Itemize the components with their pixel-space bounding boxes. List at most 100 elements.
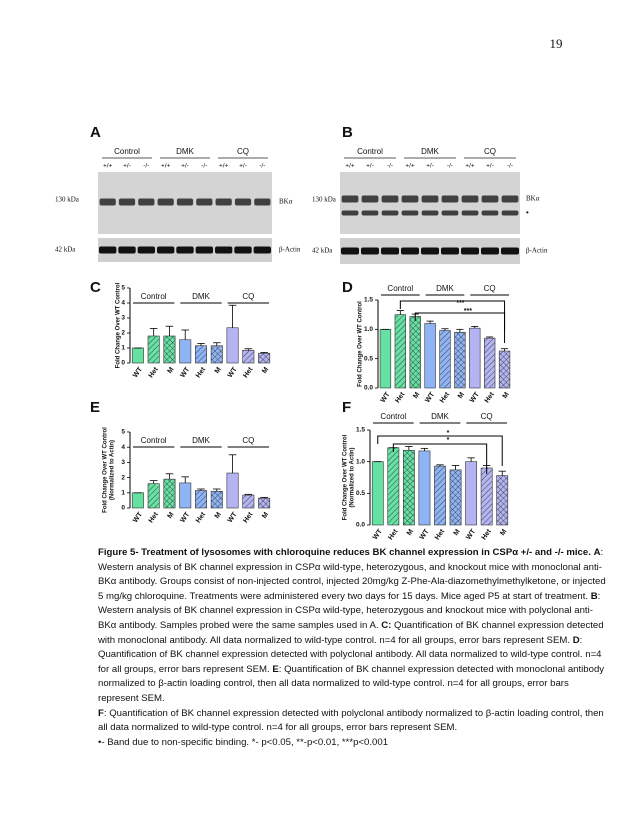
y-tick-label: 0.5 bbox=[364, 355, 373, 362]
band-label: β-Actin bbox=[279, 246, 301, 254]
y-tick-label: 0.5 bbox=[356, 490, 365, 497]
x-tick-label: Het bbox=[242, 366, 255, 380]
bar bbox=[465, 461, 478, 526]
y-tick-label: 1 bbox=[121, 345, 125, 352]
caption-text: : Western analysis of BK channel express… bbox=[98, 590, 601, 631]
lane-label: +/+ bbox=[465, 163, 475, 170]
band bbox=[501, 195, 519, 203]
group-label: CQ bbox=[481, 412, 493, 421]
bar-pattern bbox=[211, 345, 223, 363]
x-tick-label: WT bbox=[132, 366, 144, 380]
lane-label: +/+ bbox=[103, 163, 113, 170]
group-label: Control bbox=[387, 284, 413, 293]
bar bbox=[226, 472, 239, 509]
y-axis-label: Fold Change Over WT Control bbox=[116, 282, 122, 368]
x-tick-label: WT bbox=[179, 511, 191, 525]
bar-pattern bbox=[409, 316, 421, 388]
caption-text: •- Band due to non-specific binding. *- … bbox=[98, 736, 389, 748]
band-label: BKα bbox=[526, 195, 540, 203]
caption-text: : Quantification of BK channel expressio… bbox=[98, 634, 602, 675]
band bbox=[461, 195, 479, 203]
band bbox=[381, 210, 399, 216]
x-tick-label: Het bbox=[387, 528, 400, 540]
x-tick-label: M bbox=[261, 511, 270, 520]
band bbox=[234, 246, 252, 254]
x-tick-label: M bbox=[499, 528, 508, 537]
y-tick-label: 0.0 bbox=[364, 385, 373, 392]
caption-paragraph: •- Band due to non-specific binding. *- … bbox=[98, 736, 610, 751]
bar-pattern bbox=[499, 351, 510, 388]
x-tick-label: M bbox=[412, 391, 421, 400]
band bbox=[501, 210, 519, 216]
band bbox=[118, 198, 136, 206]
band bbox=[361, 195, 379, 203]
panel-label: B bbox=[342, 124, 353, 141]
bar-pattern bbox=[147, 336, 160, 363]
x-tick-label: Het bbox=[434, 528, 447, 540]
caption-text: D bbox=[572, 634, 580, 646]
y-tick-label: 4 bbox=[121, 444, 125, 451]
lane-label: +/- bbox=[486, 163, 494, 170]
band bbox=[156, 246, 175, 254]
x-tick-label: Het bbox=[439, 391, 452, 405]
panel-label: E bbox=[90, 399, 100, 416]
x-tick-label: WT bbox=[132, 511, 144, 525]
x-tick-label: WT bbox=[227, 511, 239, 525]
band bbox=[441, 195, 459, 203]
bar-pattern bbox=[496, 475, 508, 525]
group-label: Control bbox=[380, 412, 406, 421]
y-tick-label: 2 bbox=[121, 474, 125, 481]
y-tick-label: 3 bbox=[121, 315, 125, 322]
band bbox=[341, 210, 359, 216]
band bbox=[234, 198, 252, 206]
caption-text: : Western analysis of BK channel express… bbox=[98, 547, 606, 602]
bar bbox=[179, 482, 192, 509]
group-label: CQ bbox=[242, 436, 254, 445]
panel-label: A bbox=[90, 124, 101, 141]
bar bbox=[131, 492, 144, 509]
x-tick-label: Het bbox=[394, 391, 407, 405]
band bbox=[195, 246, 214, 254]
bar-pattern bbox=[394, 314, 406, 388]
bar-pattern bbox=[454, 332, 466, 388]
bar bbox=[418, 450, 431, 526]
significance-bracket bbox=[377, 435, 503, 466]
lane-label: +/- bbox=[239, 163, 247, 170]
lane-label: +/- bbox=[426, 163, 434, 170]
band bbox=[98, 246, 117, 254]
band bbox=[421, 247, 439, 255]
y-tick-label: 0.0 bbox=[356, 522, 365, 529]
bar-pattern bbox=[163, 336, 176, 363]
x-tick-label: Het bbox=[195, 366, 208, 380]
x-tick-label: WT bbox=[419, 528, 431, 540]
bar-pattern bbox=[211, 491, 223, 508]
panel-label: F bbox=[342, 399, 351, 416]
marker-label: 130 kDa bbox=[312, 196, 337, 204]
x-tick-label: WT bbox=[179, 366, 191, 380]
lane-label: +/+ bbox=[219, 163, 229, 170]
y-axis-label: Fold Change Over WT Control bbox=[103, 427, 109, 513]
band bbox=[421, 210, 439, 216]
figure: 19 A+/+ +/- -/- +/+ +/- -/- +/+ +/- -/-Control DM… bbox=[55, 36, 563, 540]
band bbox=[176, 246, 194, 254]
bar bbox=[371, 461, 384, 526]
band bbox=[401, 195, 419, 203]
x-tick-label: WT bbox=[465, 528, 477, 540]
x-tick-label: M bbox=[453, 528, 462, 537]
significance-bracket bbox=[392, 443, 488, 474]
bar-pattern bbox=[439, 330, 451, 388]
group-label: CQ bbox=[484, 284, 496, 293]
group-label: DMK bbox=[436, 284, 454, 293]
x-tick-label: WT bbox=[424, 391, 436, 405]
lane-label: +/+ bbox=[345, 163, 355, 170]
band bbox=[196, 198, 213, 206]
x-tick-label: M bbox=[214, 511, 223, 520]
x-tick-label: Het bbox=[484, 391, 497, 405]
lane-label: -/- bbox=[447, 163, 453, 170]
band-label: BKα bbox=[279, 198, 293, 206]
bar-pattern bbox=[242, 495, 255, 508]
bar-pattern bbox=[163, 479, 176, 508]
group-label: DMK bbox=[176, 147, 194, 156]
x-tick-label: M bbox=[502, 391, 511, 400]
x-tick-label: M bbox=[406, 528, 415, 537]
